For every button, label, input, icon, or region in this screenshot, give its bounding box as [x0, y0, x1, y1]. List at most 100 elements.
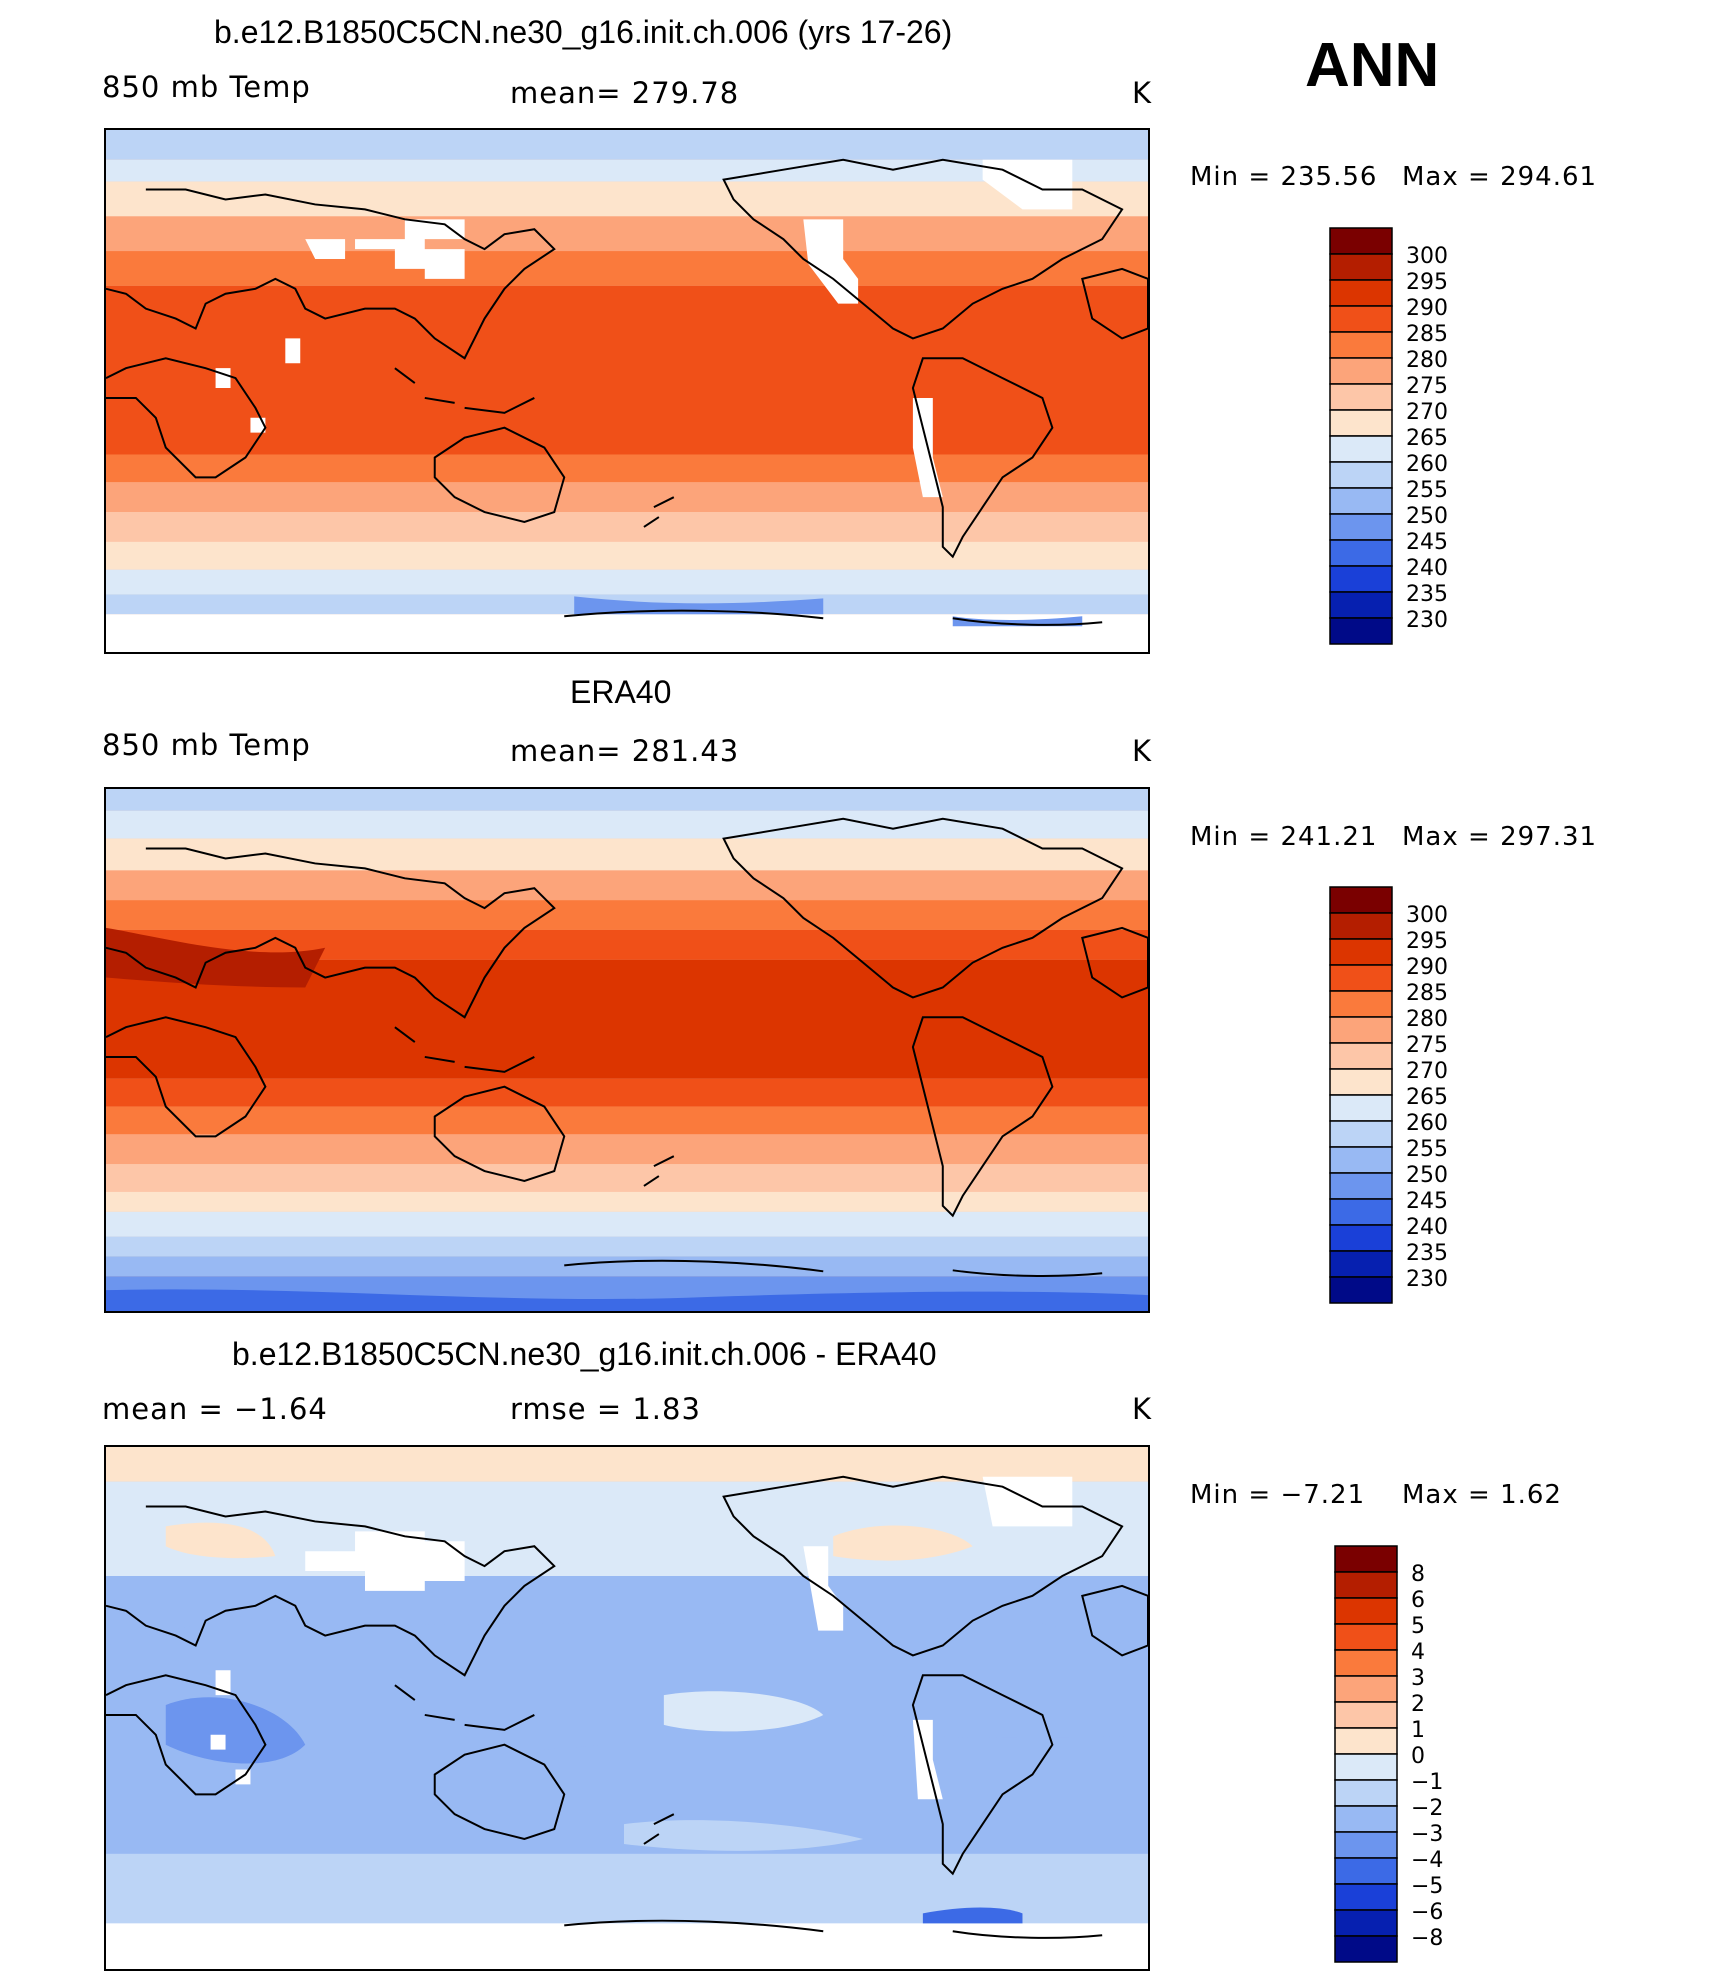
colorbar-label: 300: [1406, 244, 1448, 269]
model-colorbar: 300 295 290 285 280 275 270 265 260 255 250 245 240 2…: [1329, 227, 1590, 648]
colorbar-label: 245: [1406, 530, 1448, 555]
colorbar-swatch: [1329, 305, 1393, 333]
obs-colorbar: 300 295 290 285 280 275 270 265 260 255 250 245 240 2…: [1329, 886, 1590, 1307]
colorbar-label: 240: [1406, 556, 1448, 581]
colorbar-label: 1: [1411, 1718, 1425, 1743]
colorbar-label: 230: [1406, 1267, 1448, 1292]
panel-model-min: Min = 235.56: [1190, 162, 1378, 192]
colorbar-swatch: [1329, 990, 1393, 1018]
colorbar-label: 235: [1406, 1241, 1448, 1266]
colorbar-label: 235: [1406, 582, 1448, 607]
colorbar-label: 290: [1406, 955, 1448, 980]
colorbar-swatch: [1329, 1276, 1393, 1304]
colorbar-swatch: [1329, 383, 1393, 411]
colorbar-swatch: [1329, 1068, 1393, 1096]
colorbar-label: 275: [1406, 1033, 1448, 1058]
panel-obs-min: Min = 241.21: [1190, 822, 1378, 852]
panel-model-title: b.e12.B1850C5CN.ne30_g16.init.ch.006 (yr…: [214, 14, 953, 50]
colorbar-swatch: [1329, 938, 1393, 966]
colorbar-label: 295: [1406, 929, 1448, 954]
season-label: ANN: [1305, 31, 1440, 100]
colorbar-swatch: [1334, 1597, 1398, 1625]
obs-temperature-map: [104, 787, 1150, 1313]
colorbar-swatch: [1334, 1623, 1398, 1651]
colorbar-label: −5: [1411, 1874, 1443, 1899]
colorbar-swatch: [1329, 357, 1393, 385]
colorbar-label: −6: [1411, 1900, 1443, 1925]
colorbar-label: 3: [1411, 1666, 1425, 1691]
colorbar-label: 250: [1406, 1163, 1448, 1188]
panel-obs-title: ERA40: [570, 674, 672, 710]
colorbar-swatch: [1334, 1935, 1398, 1963]
colorbar-swatch: [1329, 1016, 1393, 1044]
colorbar-label: 275: [1406, 374, 1448, 399]
colorbar-label: 255: [1406, 478, 1448, 503]
colorbar-label: 8: [1411, 1562, 1425, 1587]
colorbar-swatch: [1329, 513, 1393, 541]
colorbar-label: 285: [1406, 322, 1448, 347]
panel-obs-mean: mean= 281.43: [510, 734, 740, 768]
colorbar-label: 265: [1406, 426, 1448, 451]
colorbar-swatch: [1334, 1571, 1398, 1599]
colorbar-label: 250: [1406, 504, 1448, 529]
panel-obs-variable: 850 mb Temp: [102, 728, 311, 762]
colorbar-swatch: [1334, 1701, 1398, 1729]
model-temperature-map: [104, 128, 1150, 654]
colorbar-swatch: [1329, 539, 1393, 567]
colorbar-swatch: [1329, 253, 1393, 281]
colorbar-swatch: [1334, 1857, 1398, 1885]
colorbar-swatch: [1329, 1198, 1393, 1226]
colorbar-swatch: [1329, 1042, 1393, 1070]
diff-colorbar: 8 6 5 4 3 2 1 0 −1 −2 −3 −4 −5 −6 −8: [1334, 1545, 1595, 1966]
panel-diff-units: K: [1132, 1392, 1153, 1426]
colorbar-swatch: [1334, 1649, 1398, 1677]
colorbar-label: 5: [1411, 1614, 1425, 1639]
colorbar-label: 265: [1406, 1085, 1448, 1110]
colorbar-swatch: [1334, 1831, 1398, 1859]
colorbar-swatch: [1329, 912, 1393, 940]
colorbar-swatch: [1334, 1675, 1398, 1703]
panel-model-max: Max = 294.61: [1402, 162, 1598, 192]
panel-diff-mean: mean = −1.64: [102, 1392, 328, 1426]
colorbar-swatch: [1329, 1172, 1393, 1200]
colorbar-swatch: [1329, 487, 1393, 515]
colorbar-swatch: [1334, 1805, 1398, 1833]
colorbar-swatch: [1329, 565, 1393, 593]
colorbar-label: 2: [1411, 1692, 1425, 1717]
colorbar-swatch: [1329, 435, 1393, 463]
colorbar-label: 260: [1406, 452, 1448, 477]
colorbar-label: 280: [1406, 348, 1448, 373]
colorbar-label: 280: [1406, 1007, 1448, 1032]
colorbar-swatch: [1329, 279, 1393, 307]
colorbar-swatch: [1334, 1727, 1398, 1755]
difference-map: [104, 1445, 1150, 1971]
colorbar-label: −2: [1411, 1796, 1443, 1821]
colorbar-label: 260: [1406, 1111, 1448, 1136]
colorbar-swatch: [1329, 1224, 1393, 1252]
panel-diff-min: Min = −7.21: [1190, 1480, 1366, 1510]
colorbar-swatch: [1334, 1545, 1398, 1573]
colorbar-swatch: [1334, 1753, 1398, 1781]
panel-diff-title: b.e12.B1850C5CN.ne30_g16.init.ch.006 - E…: [232, 1336, 937, 1372]
panel-model-variable: 850 mb Temp: [102, 70, 311, 104]
colorbar-swatch: [1329, 1250, 1393, 1278]
colorbar-swatch: [1329, 964, 1393, 992]
colorbar-label: 290: [1406, 296, 1448, 321]
colorbar-swatch: [1329, 617, 1393, 645]
colorbar-swatch: [1329, 461, 1393, 489]
colorbar-swatch: [1334, 1909, 1398, 1937]
colorbar-label: 255: [1406, 1137, 1448, 1162]
colorbar-swatch: [1334, 1883, 1398, 1911]
colorbar-label: 300: [1406, 903, 1448, 928]
colorbar-swatch: [1334, 1779, 1398, 1807]
colorbar-label: −8: [1411, 1926, 1443, 1951]
panel-model-mean: mean= 279.78: [510, 76, 740, 110]
colorbar-label: 0: [1411, 1744, 1425, 1769]
panel-diff-rmse: rmse = 1.83: [510, 1392, 701, 1426]
panel-model-units: K: [1132, 76, 1153, 110]
colorbar-swatch: [1329, 331, 1393, 359]
colorbar-swatch: [1329, 1094, 1393, 1122]
colorbar-swatch: [1329, 591, 1393, 619]
colorbar-label: 240: [1406, 1215, 1448, 1240]
panel-obs-units: K: [1132, 734, 1153, 768]
